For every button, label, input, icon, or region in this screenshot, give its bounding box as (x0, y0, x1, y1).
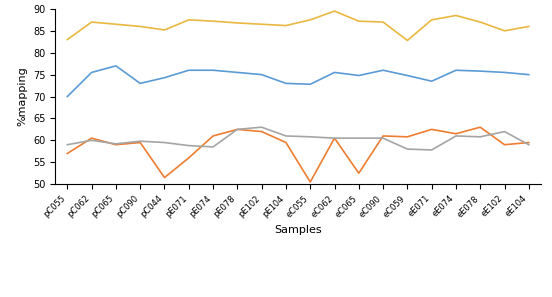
Y-axis label: %mapping: %mapping (18, 67, 28, 127)
X-axis label: Samples: Samples (274, 225, 322, 235)
